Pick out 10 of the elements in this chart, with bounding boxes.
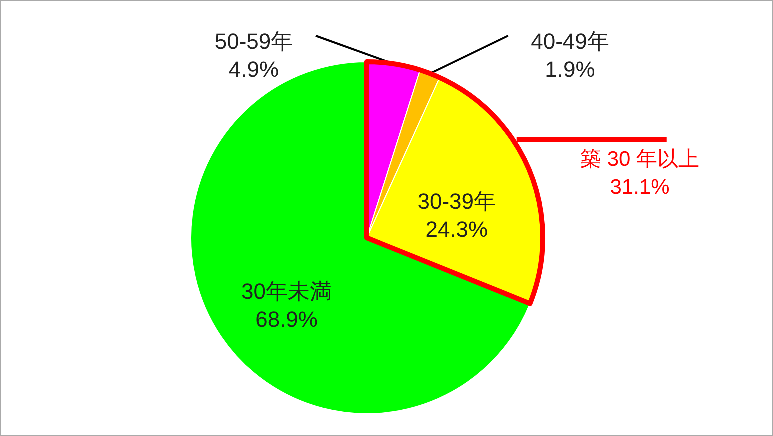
pie-slice [190, 62, 531, 414]
data-label: 4.9% [228, 57, 280, 82]
slice-label: 50-59年 [214, 29, 294, 54]
text: 築 30 年以上 31.1% [580, 148, 700, 199]
data-label: 24.3% [426, 217, 488, 242]
data-label: 1.9% [545, 57, 596, 82]
slice-label: 30年未満 [242, 279, 332, 304]
slice-label: 30-39年 [418, 189, 496, 214]
slice-label: 40-49年 [531, 29, 610, 54]
data-label: 68.9% [256, 307, 318, 332]
